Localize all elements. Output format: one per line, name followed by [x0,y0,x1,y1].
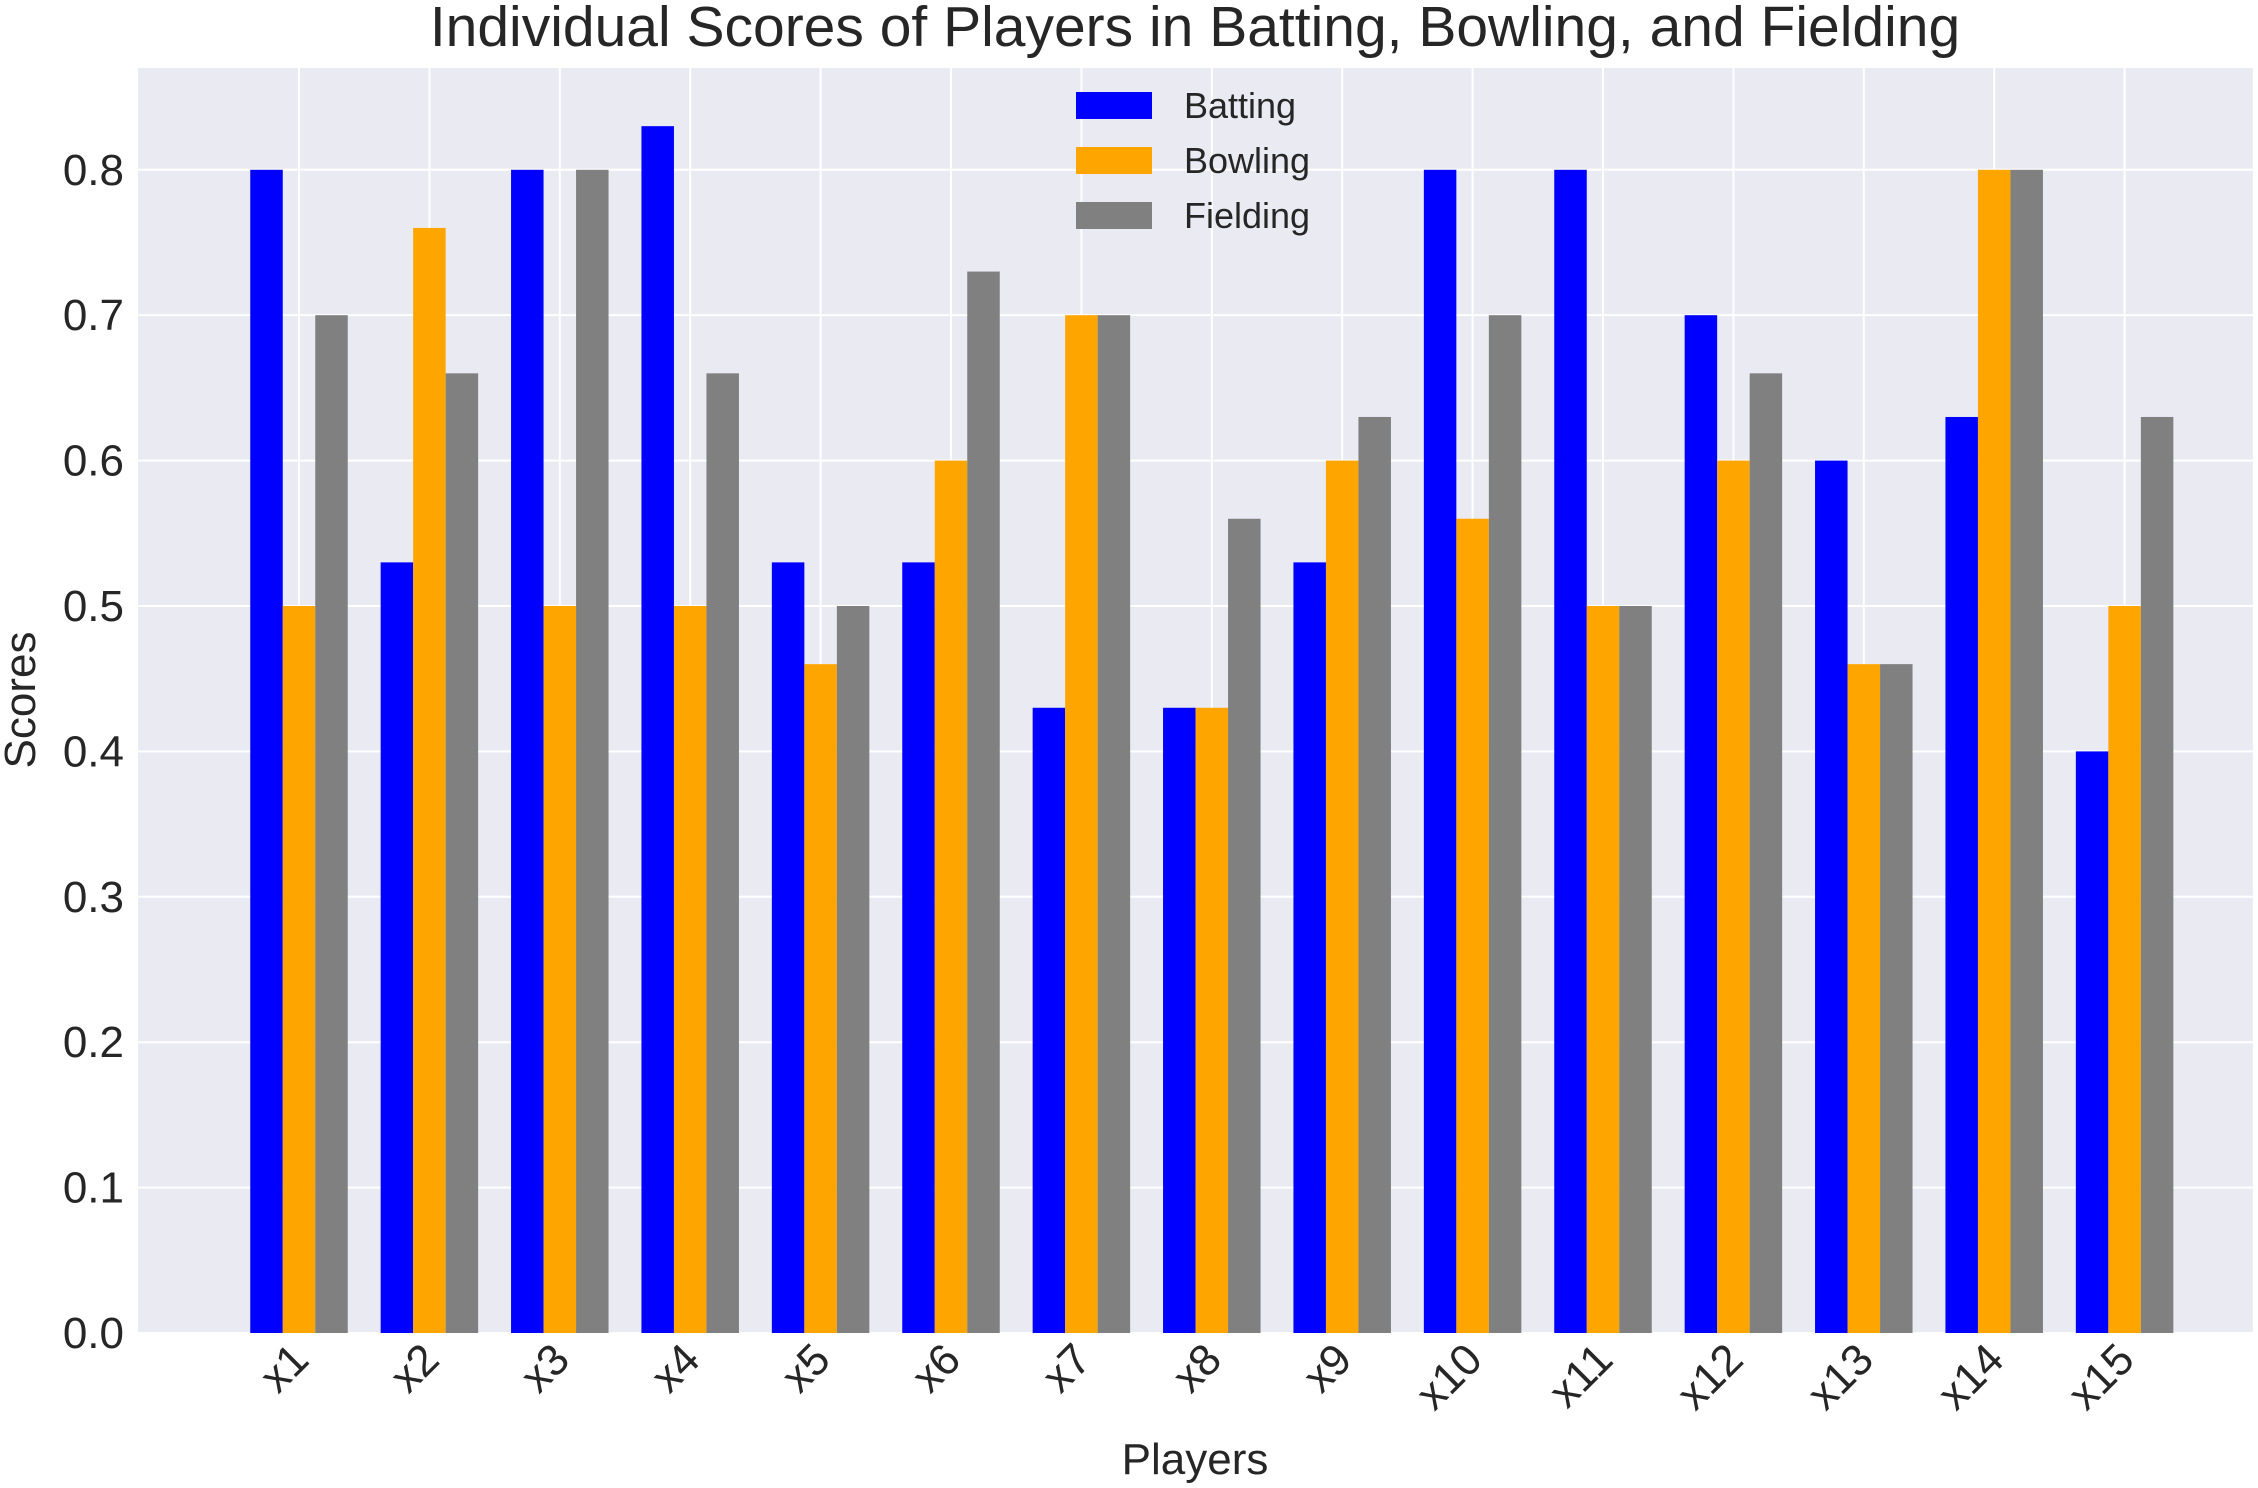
x-tick-label-x2: x2 [381,1334,449,1402]
bar-fielding-x14 [2010,169,2043,1333]
bar-bowling-x12 [1717,460,1750,1334]
x-tick-label-x3: x3 [511,1334,579,1402]
bar-batting-x4 [641,126,674,1334]
bar-bowling-x4 [673,605,707,1333]
bar-batting-x3 [511,169,544,1333]
bar-batting-x11 [1554,169,1587,1333]
bar-bowling-x9 [1325,460,1359,1334]
bar-fielding-x3 [576,169,609,1333]
y-tick-label: 0.3 [63,873,124,922]
x-tick-label-x6: x6 [903,1334,971,1402]
bar-batting-x6 [902,562,935,1333]
bar-bowling-x14 [1977,169,2011,1333]
y-tick-label: 0.8 [63,146,124,195]
bar-fielding-x4 [706,373,739,1333]
bar-batting-x15 [2075,751,2109,1333]
bars [250,126,2174,1334]
legend-swatch-bowling [1076,147,1152,174]
bar-fielding-x15 [2140,416,2174,1333]
bar-bowling-x1 [282,605,316,1333]
bar-batting-x12 [1684,315,1718,1333]
bar-fielding-x5 [836,605,870,1333]
bar-fielding-x6 [967,271,1000,1333]
bar-bowling-x13 [1847,664,1881,1333]
bar-fielding-x12 [1749,373,1783,1333]
x-tick-label-x8: x8 [1163,1334,1231,1402]
x-tick-label-x1: x1 [251,1334,319,1402]
y-tick-label: 0.5 [63,582,124,631]
y-tick-label: 0.7 [63,291,124,340]
legend-label-batting: Batting [1184,85,1296,126]
bar-batting-x5 [771,562,805,1333]
bar-bowling-x10 [1456,518,1489,1333]
y-tick-label: 0.6 [63,437,124,486]
x-tick-label-x4: x4 [642,1334,710,1402]
x-tick-label-x10: x10 [1407,1334,1492,1419]
legend-label-fielding: Fielding [1184,195,1310,236]
bar-fielding-x9 [1358,416,1391,1333]
y-tick-label: 0.2 [63,1018,124,1067]
x-axis-label: Players [1122,1435,1269,1484]
legend: Batting Bowling Fielding [1076,85,1310,236]
bar-bowling-x2 [413,227,446,1334]
legend-label-bowling: Bowling [1184,140,1310,181]
bar-fielding-x10 [1488,315,1522,1333]
bar-bowling-x3 [543,605,577,1333]
x-tick-label-x5: x5 [772,1334,840,1402]
x-tick-label-x12: x12 [1668,1334,1753,1419]
bar-fielding-x1 [315,315,348,1333]
y-tick-label: 0.4 [63,727,124,776]
bar-fielding-x13 [1880,664,1913,1333]
x-tick-label-x15: x15 [2059,1334,2144,1419]
x-tick-label-x7: x7 [1033,1334,1101,1402]
bar-batting-x1 [250,169,283,1333]
x-tick-label-x11: x11 [1540,1334,1623,1417]
bar-batting-x14 [1945,416,1978,1333]
bar-fielding-x2 [445,373,479,1333]
y-tick-labels: 0.0 0.1 0.2 0.3 0.4 0.5 0.6 0.7 0.8 [63,146,124,1358]
y-axis-label: Scores [0,632,45,769]
bar-bowling-x8 [1195,707,1229,1333]
y-tick-label: 0.0 [63,1309,124,1358]
y-tick-label: 0.1 [63,1164,124,1213]
bar-batting-x8 [1163,707,1196,1333]
bar-batting-x9 [1293,562,1326,1333]
bar-bowling-x6 [934,460,968,1334]
chart-title: Individual Scores of Players in Batting,… [430,0,1960,59]
bar-bowling-x5 [804,664,837,1333]
bar-bowling-x11 [1586,605,1620,1333]
bar-batting-x7 [1032,707,1066,1333]
bar-batting-x2 [380,562,414,1333]
bar-batting-x13 [1815,460,1848,1334]
bar-fielding-x8 [1228,518,1261,1333]
bar-bowling-x15 [2108,605,2141,1333]
bar-batting-x10 [1423,169,1457,1333]
x-tick-label-x13: x13 [1798,1334,1883,1419]
legend-swatch-fielding [1076,202,1152,229]
x-tick-label-x14: x14 [1928,1334,2013,1419]
bar-bowling-x7 [1065,315,1098,1333]
bar-fielding-x11 [1619,605,1652,1333]
legend-swatch-batting [1076,92,1152,119]
x-tick-labels: x1 x2 x3 x4 x5 x6 x7 x8 x9 x10 x11 x12 x13 x14 x15 [251,1334,2144,1419]
bar-fielding-x7 [1097,315,1131,1333]
x-tick-label-x9: x9 [1294,1334,1362,1402]
